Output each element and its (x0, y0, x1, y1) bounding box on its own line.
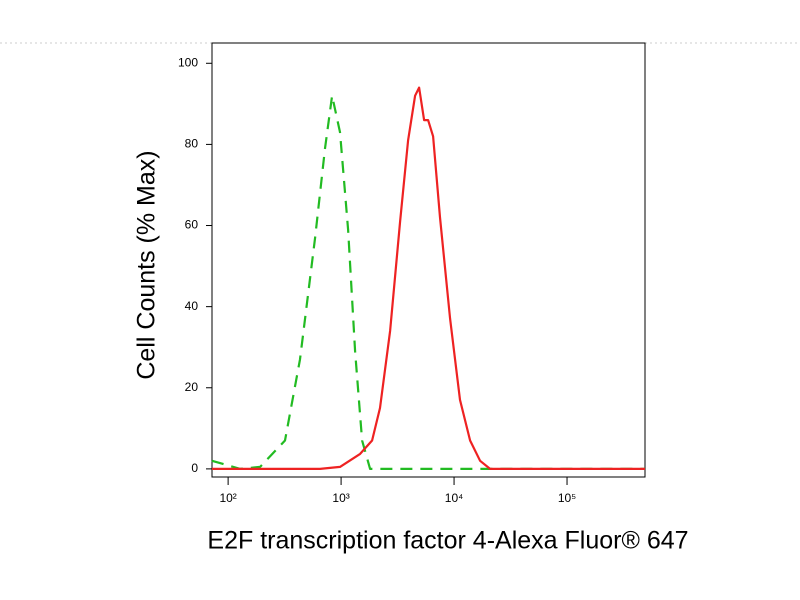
y-tick-label: 20 (185, 380, 199, 394)
y-tick-label: 80 (185, 137, 199, 151)
y-axis-title: Cell Counts (% Max) (133, 150, 161, 379)
series-line (212, 86, 645, 470)
y-tick-label: 40 (185, 299, 199, 313)
y-tick-label: 0 (191, 461, 198, 475)
x-tick-label: 10³ (332, 491, 349, 505)
series-line (211, 94, 645, 470)
x-axis-title: E2F transcription factor 4-Alexa Fluor® … (207, 527, 688, 555)
y-tick-label: 60 (185, 218, 199, 232)
x-tick-label: 10⁴ (445, 491, 464, 505)
x-tick-label: 10⁵ (558, 491, 576, 505)
y-tick-label: 100 (178, 55, 198, 69)
plot-frame (211, 42, 646, 478)
x-tick-label: 10² (219, 491, 236, 505)
